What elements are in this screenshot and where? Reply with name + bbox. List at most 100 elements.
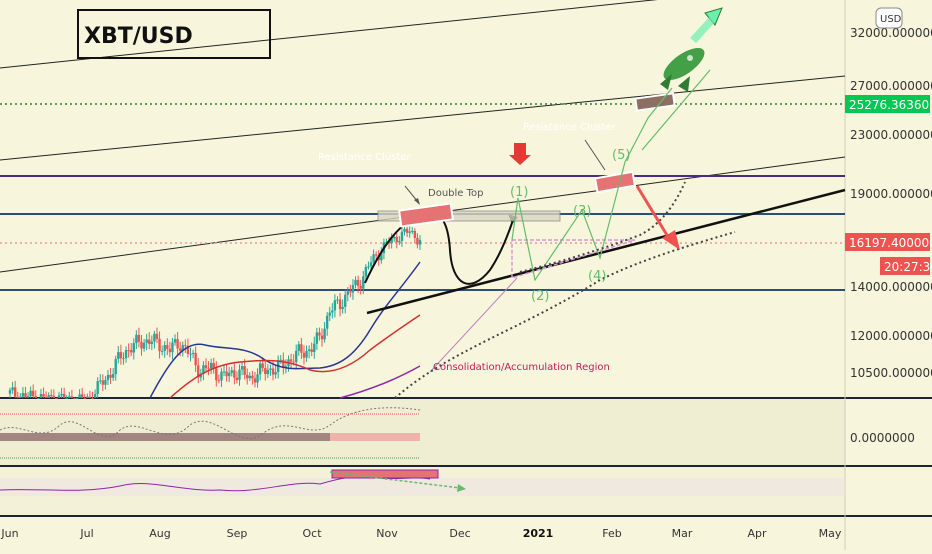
candle-body bbox=[204, 365, 208, 369]
candle-body bbox=[215, 368, 218, 381]
candle-body bbox=[405, 228, 409, 233]
symbol-title: XBT/USD bbox=[84, 24, 193, 49]
candle-body bbox=[372, 254, 375, 263]
candle-body bbox=[60, 393, 63, 396]
candle-body bbox=[34, 396, 37, 398]
candle-body bbox=[305, 350, 308, 358]
candle-body bbox=[50, 395, 53, 397]
candle-body bbox=[367, 266, 370, 268]
pointer-arrowhead bbox=[414, 198, 420, 205]
wave-label-2: (2) bbox=[531, 289, 549, 304]
candle-body bbox=[148, 339, 151, 344]
candle-body bbox=[47, 395, 50, 398]
candle-body bbox=[194, 352, 197, 366]
candle-body bbox=[227, 372, 231, 377]
consolidation-triangle bbox=[511, 239, 636, 280]
time-tick: Jul bbox=[79, 527, 93, 540]
symbol-box bbox=[77, 9, 271, 59]
candle-body bbox=[26, 396, 30, 398]
time-tick: Mar bbox=[672, 527, 693, 540]
candle-body bbox=[8, 390, 12, 394]
candle-body bbox=[418, 240, 422, 245]
wave-label-3: (3) bbox=[573, 204, 591, 219]
candle-body bbox=[320, 335, 324, 340]
candle-body bbox=[230, 370, 233, 373]
candle-body bbox=[380, 253, 383, 261]
red-down-arrow bbox=[509, 143, 531, 165]
main-pane-bg bbox=[0, 0, 845, 398]
wave-label-5: (5) bbox=[612, 148, 630, 163]
price-badge-current bbox=[845, 233, 930, 251]
time-tick: Apr bbox=[747, 527, 767, 540]
candle-body bbox=[55, 398, 58, 399]
candle-body bbox=[395, 236, 398, 243]
candle-body bbox=[282, 359, 285, 368]
candle-body bbox=[122, 358, 125, 360]
candle-body bbox=[217, 380, 221, 382]
candle-body bbox=[289, 359, 293, 362]
rsi-divergence-arrow bbox=[329, 471, 461, 489]
dotted-path-upper bbox=[519, 181, 686, 273]
candle-body bbox=[313, 343, 316, 352]
red-diagonal-arrow bbox=[635, 185, 672, 241]
candle-body bbox=[199, 373, 203, 378]
candle-body bbox=[189, 353, 192, 355]
candle-body bbox=[171, 342, 174, 353]
candle-body bbox=[356, 279, 360, 286]
candle-body bbox=[202, 365, 205, 374]
candle-body bbox=[81, 394, 84, 398]
candle-body bbox=[191, 352, 195, 354]
candle-body bbox=[137, 334, 141, 342]
candle-body bbox=[295, 350, 298, 363]
candle-body bbox=[24, 393, 27, 398]
candle-body bbox=[158, 338, 161, 352]
candle-body bbox=[111, 374, 115, 378]
candle-body bbox=[385, 241, 388, 243]
price-tick: 19000.0000000 bbox=[850, 187, 932, 201]
candle-body bbox=[261, 363, 264, 369]
annotation-double-top: Double Top bbox=[428, 188, 484, 199]
candle-body bbox=[248, 375, 252, 379]
candle-body bbox=[78, 394, 81, 398]
double-top-path bbox=[364, 212, 514, 285]
pointer-line bbox=[584, 139, 606, 171]
candlesticks bbox=[8, 224, 422, 399]
candle-body bbox=[274, 372, 277, 375]
candle-body bbox=[393, 236, 396, 239]
candle-body bbox=[416, 237, 419, 245]
candle-body bbox=[292, 361, 295, 363]
candle-body bbox=[166, 345, 169, 349]
candle-body bbox=[39, 394, 43, 398]
candle-body bbox=[176, 339, 179, 349]
candle-body bbox=[153, 333, 156, 342]
candle-body bbox=[124, 350, 128, 359]
candle-body bbox=[155, 333, 159, 339]
wave-label-1: (1) bbox=[510, 185, 528, 200]
candle-body bbox=[197, 365, 200, 378]
candle-body bbox=[413, 230, 417, 238]
currency-button[interactable] bbox=[875, 7, 903, 29]
candle-body bbox=[150, 341, 154, 344]
candle-body bbox=[70, 396, 74, 398]
candle-body bbox=[336, 299, 339, 301]
wave-label-4: (4) bbox=[588, 269, 606, 284]
candle-body bbox=[354, 279, 357, 285]
candle-body bbox=[300, 344, 303, 353]
candle-body bbox=[163, 345, 166, 351]
candle-body bbox=[96, 381, 99, 394]
candle-body bbox=[104, 379, 107, 385]
candle-body bbox=[207, 368, 210, 370]
currency-button-label[interactable]: USD bbox=[880, 14, 902, 25]
oscillator-pane-bg bbox=[0, 398, 845, 466]
candle-body bbox=[11, 387, 14, 391]
osc-histogram-dark bbox=[0, 433, 330, 441]
price-tick: 12000.0000000 bbox=[850, 329, 932, 343]
price-tick: 32000.0000000 bbox=[850, 26, 932, 40]
candle-body bbox=[253, 378, 257, 383]
rocket-icon bbox=[660, 47, 705, 92]
candle-body bbox=[178, 348, 182, 351]
channel-line bbox=[0, 0, 658, 69]
channel-line bbox=[0, 75, 846, 161]
